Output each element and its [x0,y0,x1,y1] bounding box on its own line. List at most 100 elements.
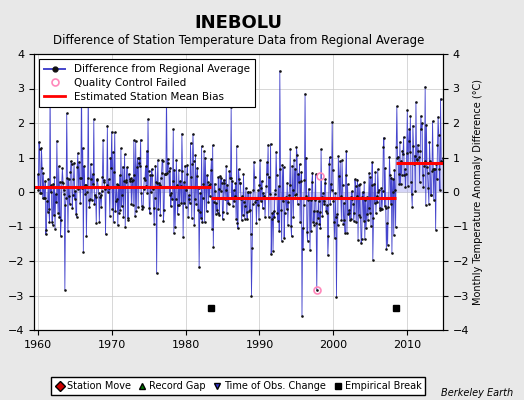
Point [102,184,111,191]
Point [420,158,429,164]
Point [197,215,205,221]
Point [177,182,185,189]
Point [132,208,140,214]
Point [278,238,286,244]
Point [149,205,158,211]
Point [137,190,146,196]
Point [237,195,245,202]
Point [62,195,70,202]
Point [163,156,172,162]
Point [69,191,77,198]
Point [293,201,302,208]
Point [255,216,263,222]
Point [355,212,364,218]
Point [389,176,397,182]
Point [324,252,332,258]
Point [201,219,209,226]
Point [433,176,441,182]
Point [231,193,239,199]
Point [334,153,343,160]
Point [279,164,288,171]
Point [210,180,219,187]
Point [417,126,425,132]
Point [349,201,357,207]
Point [280,235,288,241]
Point [251,199,259,205]
Point [117,145,125,152]
Point [245,208,253,214]
Point [183,162,192,168]
Point [224,200,232,206]
Point [417,113,425,119]
Point [64,228,72,234]
Point [300,202,308,208]
Point [129,201,137,208]
Point [75,159,83,165]
Point [322,209,331,216]
Point [402,170,410,177]
Point [299,246,308,252]
Point [386,172,394,179]
Point [440,170,448,176]
Point [320,200,329,207]
Point [422,202,430,208]
Point [170,230,178,236]
Point [57,232,65,239]
Point [416,148,424,154]
Point [154,157,162,163]
Point [226,174,234,181]
Point [121,151,129,158]
Point [257,198,265,204]
Point [335,195,344,202]
Point [263,159,271,165]
Point [199,180,208,187]
Point [217,175,225,181]
Point [72,213,81,220]
Point [199,194,207,201]
Point [241,203,249,209]
Point [154,206,162,212]
Point [227,194,236,201]
Point [412,156,421,163]
Point [203,172,211,178]
Point [41,178,49,184]
Point [244,189,253,195]
Point [384,204,392,210]
Point [58,179,66,185]
Point [426,158,434,164]
Point [123,164,131,171]
Point [351,176,359,183]
Point [93,177,102,184]
Point [83,189,91,196]
Point [51,191,60,197]
Point [130,172,139,178]
Point [168,196,176,202]
Point [267,251,276,258]
Point [195,209,204,216]
Point [303,229,311,236]
Point [193,164,201,171]
Point [236,180,245,186]
Point [234,166,243,173]
Point [143,190,151,196]
Point [92,193,100,200]
Point [208,226,216,232]
Point [353,192,361,199]
Point [103,182,111,188]
Point [346,194,355,200]
Point [238,212,247,218]
Point [293,152,301,158]
Point [348,196,357,203]
Point [68,160,76,167]
Point [392,103,401,110]
Point [249,187,257,194]
Point [213,210,222,216]
Point [64,176,73,182]
Point [342,172,350,178]
Point [66,200,74,207]
Point [399,151,407,158]
Point [175,202,183,208]
Point [303,237,312,244]
Point [296,219,304,225]
Point [311,196,319,203]
